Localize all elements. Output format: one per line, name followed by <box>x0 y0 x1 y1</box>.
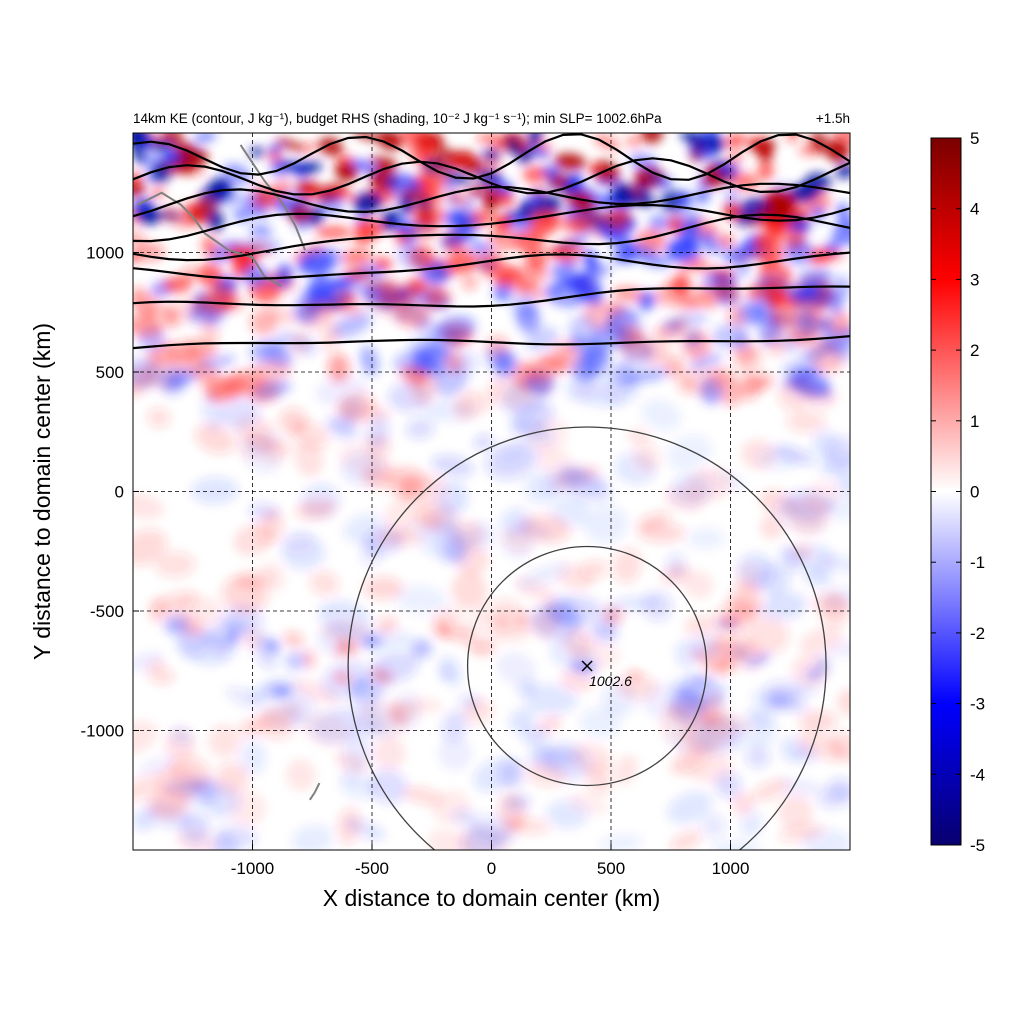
ke-contour <box>133 157 850 196</box>
ke-contour <box>133 335 850 350</box>
colorbar-tick-label: -4 <box>970 765 985 784</box>
coastline-path <box>137 191 282 287</box>
range-ring <box>466 545 708 787</box>
x-axis-label: X distance to domain center (km) <box>323 885 660 911</box>
y-tick-label: 0 <box>115 483 124 502</box>
plot-area: 1002.6 <box>132 132 851 851</box>
colorbar-tick-label: 4 <box>970 200 979 219</box>
y-tick-label: -500 <box>90 602 124 621</box>
ke-contour <box>133 203 850 243</box>
colorbar-tick-label: -2 <box>970 624 985 643</box>
x-tick-label: -1000 <box>231 859 274 878</box>
colorbar-ticks: 5 4 3 2 1 0 -1 -2 -3 -4 -5 <box>931 129 985 855</box>
colorbar-tick-label: 3 <box>970 270 979 289</box>
colorbar-tick-label: -3 <box>970 695 985 714</box>
x-tick-label: -500 <box>355 859 389 878</box>
coastline <box>137 144 321 801</box>
ke-contour <box>133 285 850 308</box>
range-rings <box>347 426 827 850</box>
ke-contour <box>133 182 850 218</box>
x-tick-label: 0 <box>487 859 496 878</box>
x-axis-ticks: -1000 -500 0 500 1000 <box>231 844 750 878</box>
colorbar-tick-label: -5 <box>970 836 985 855</box>
ke-contour <box>133 251 850 280</box>
range-ring <box>347 426 827 850</box>
x-tick-label: 500 <box>597 859 625 878</box>
storm-center: 1002.6 <box>581 660 632 689</box>
y-axis-ticks: 1000 500 0 -500 -1000 <box>81 244 139 741</box>
colorbar-tick-label: -1 <box>970 553 985 572</box>
coastline-path <box>309 782 321 801</box>
colorbar-tick-label: 1 <box>970 412 979 431</box>
center-marker <box>581 660 593 672</box>
x-tick-label: 1000 <box>712 859 750 878</box>
ke-contours <box>133 133 850 350</box>
colorbar-tick-label: 0 <box>970 483 979 502</box>
y-tick-label: -1000 <box>81 722 124 741</box>
ke-contour <box>133 133 850 181</box>
ke-contour <box>133 213 850 262</box>
grid-lines <box>133 133 850 850</box>
colorbar-tick-label: 5 <box>970 129 979 148</box>
time-label: +1.5h <box>816 111 850 126</box>
colorbar: 5 4 3 2 1 0 -1 -2 -3 -4 -5 <box>930 129 985 855</box>
y-tick-label: 500 <box>96 363 124 382</box>
chart-title: 14km KE (contour, J kg⁻¹), budget RHS (s… <box>133 111 662 126</box>
y-tick-label: 1000 <box>86 244 124 263</box>
y-axis-label: Y distance to domain center (km) <box>29 323 55 660</box>
center-pressure-label: 1002.6 <box>589 673 632 689</box>
colorbar-tick-label: 2 <box>970 341 979 360</box>
coastline-path <box>239 144 307 251</box>
